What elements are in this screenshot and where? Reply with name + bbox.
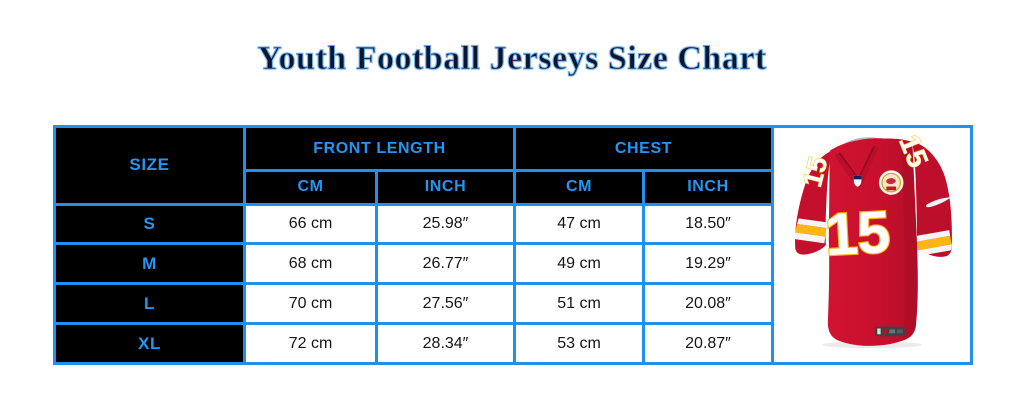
chest-number: 15 (823, 198, 891, 268)
front-length-cm: 72 cm (243, 322, 378, 365)
size-label: L (53, 282, 246, 326)
chest-inch: 18.50″ (642, 202, 774, 246)
front-length-cm: 68 cm (243, 242, 378, 286)
subheader-chest-cm: CM (513, 169, 645, 206)
jersey-side-mesh (900, 142, 918, 340)
page-title: Youth Football Jerseys Size Chart (257, 40, 767, 78)
front-length-inch: 28.34″ (375, 322, 516, 365)
front-length-inch: 26.77″ (375, 242, 516, 286)
jock-tag (874, 326, 905, 337)
front-length-inch: 25.98″ (375, 202, 516, 246)
chest-cm: 53 cm (513, 322, 645, 365)
front-length-cm: 66 cm (243, 202, 378, 246)
chest-inch: 20.08″ (642, 282, 774, 326)
chest-inch: 19.29″ (642, 242, 774, 286)
subheader-chest-inch: INCH (642, 169, 774, 206)
jersey-photo-cell: 15 15 (771, 125, 973, 365)
front-length-cm: 70 cm (243, 282, 378, 326)
subheader-front-inch: INCH (375, 169, 516, 206)
header-size: SIZE (53, 125, 246, 206)
chest-inch: 20.87″ (642, 322, 774, 365)
header-chest: CHEST (513, 124, 774, 173)
chest-cm: 49 cm (513, 242, 645, 286)
chest-cm: 51 cm (513, 282, 645, 326)
subheader-front-cm: CM (243, 169, 378, 206)
table-row-l: L 70 cm 27.56″ 51 cm 20.08″ (53, 282, 972, 326)
size-label: XL (53, 322, 246, 365)
table-row-s: S 66 cm 25.98″ 47 cm 18.50″ (53, 202, 972, 246)
size-label: M (53, 242, 246, 286)
chiefs-patch-icon (878, 170, 904, 195)
nfl-shield-icon (853, 175, 862, 187)
nike-swoosh-icon (926, 197, 951, 208)
jersey-image: 15 15 (776, 130, 969, 361)
jersey-illustration: 15 15 (792, 130, 954, 349)
jersey-right-sleeve (906, 141, 954, 258)
table-row-m: M 68 cm 26.77″ 49 cm 19.29″ (53, 242, 972, 286)
jersey-left-sleeve (792, 150, 836, 255)
chest-cm: 47 cm (513, 202, 645, 246)
size-chart-table: SIZE FRONT LENGTH CHEST (53, 124, 973, 365)
size-label: S (53, 202, 246, 246)
table-row-xl: XL 72 cm 28.34″ 53 cm 20.87″ (53, 322, 972, 365)
header-front-length: FRONT LENGTH (243, 124, 516, 173)
front-length-inch: 27.56″ (375, 282, 516, 326)
